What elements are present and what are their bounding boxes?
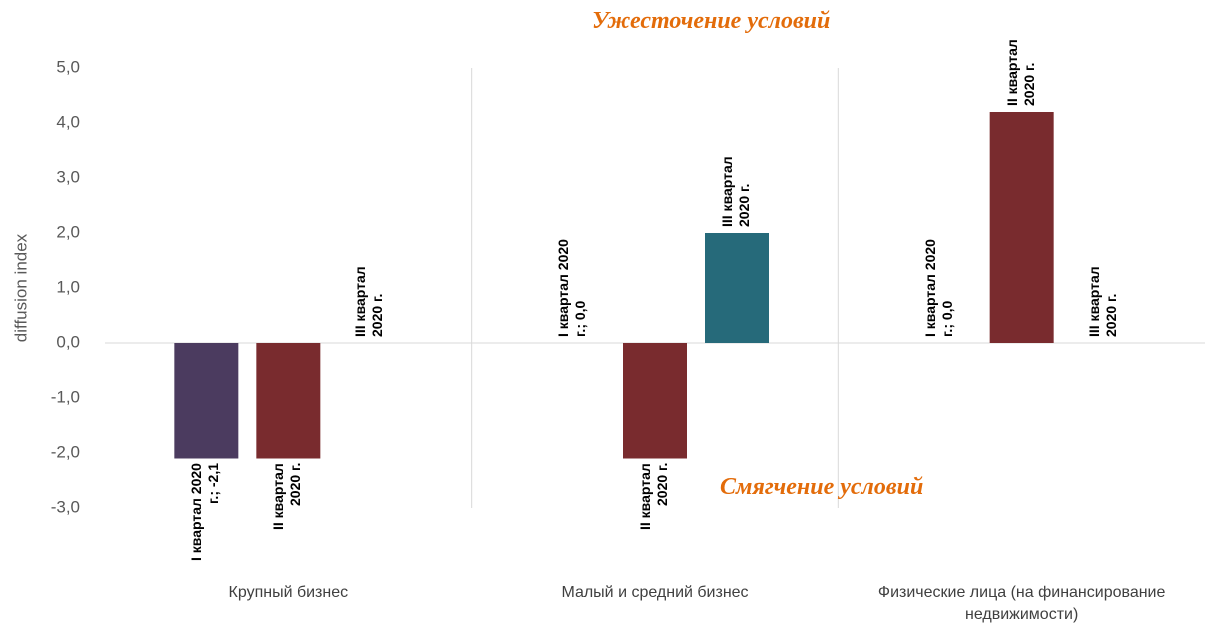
bar xyxy=(989,112,1054,343)
data-label: II квартал 2020 г. xyxy=(270,462,304,530)
data-label: III квартал 2020 г. xyxy=(1085,266,1119,337)
bar xyxy=(174,343,239,459)
data-label: III квартал 2020 г. xyxy=(719,156,752,227)
y-tick-label: 2,0 xyxy=(56,222,80,241)
y-axis-label: diffusion index xyxy=(11,233,30,342)
data-label: I квартал 2020 г.; 0,0 xyxy=(555,239,588,337)
bar xyxy=(256,343,321,459)
annotation: Смягчение условий xyxy=(720,474,924,500)
y-tick-label: 0,0 xyxy=(56,332,80,351)
annotation: Ужесточение условий xyxy=(592,8,831,34)
data-label: II квартал 2020 г. xyxy=(1003,39,1037,106)
y-tick-label: 5,0 xyxy=(56,57,80,76)
bar xyxy=(705,233,769,343)
y-tick-label: 3,0 xyxy=(56,167,80,186)
y-tick-label: -2,0 xyxy=(51,442,80,461)
x-tick-label: Физические лица (на финансирование недви… xyxy=(877,584,1166,623)
y-tick-label: -3,0 xyxy=(51,497,80,516)
x-tick-label: Крупный бизнес xyxy=(228,584,349,601)
data-label: III квартал 2020 г. xyxy=(352,266,386,337)
data-label: I квартал 2020 г.; -2,1 xyxy=(188,462,222,561)
data-label: II квартал 2020 г. xyxy=(637,462,670,530)
y-tick-label: 4,0 xyxy=(56,112,80,131)
y-tick-label: -1,0 xyxy=(51,387,80,406)
bar xyxy=(623,343,687,459)
data-label: I квартал 2020 г.; 0,0 xyxy=(921,239,955,337)
y-tick-label: 1,0 xyxy=(56,277,80,296)
x-tick-label: Малый и средний бизнес xyxy=(561,584,749,601)
